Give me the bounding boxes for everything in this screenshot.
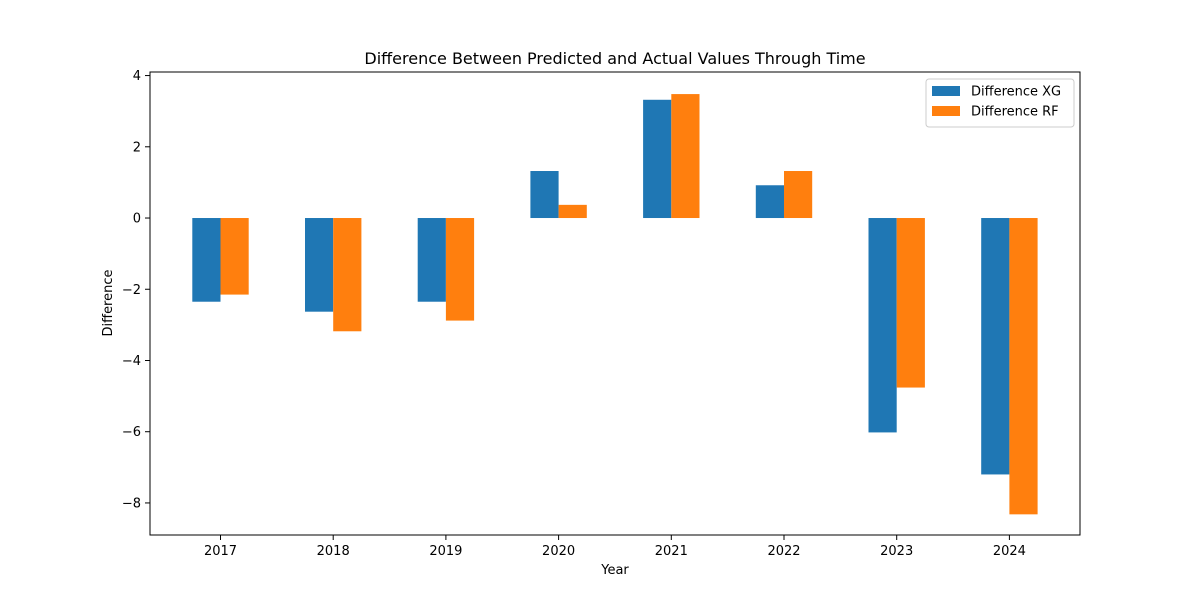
bar-rf-2022	[784, 171, 813, 219]
bar-xg-2022	[755, 185, 784, 219]
legend-label-rf: Difference RF	[971, 105, 1059, 120]
y-tick-label: 4	[133, 69, 141, 84]
x-axis-label: Year	[600, 563, 629, 578]
bar-xg-2017	[192, 218, 221, 302]
bar-xg-2019	[417, 218, 446, 302]
x-tick-label: 2022	[767, 544, 800, 559]
y-tick-label: 0	[133, 212, 141, 227]
bar-xg-2018	[305, 218, 334, 312]
bar-rf-2021	[671, 94, 700, 219]
bar-xg-2021	[643, 99, 672, 219]
bar-rf-2020	[558, 204, 587, 219]
legend-swatch-xg	[932, 86, 960, 96]
bar-rf-2023	[896, 218, 925, 388]
y-tick-label: 2	[133, 140, 141, 155]
x-tick-label: 2024	[993, 544, 1026, 559]
y-tick-label: −2	[122, 283, 141, 298]
bar-xg-2020	[530, 171, 559, 219]
bar-rf-2017	[220, 218, 249, 295]
y-tick-label: −4	[122, 354, 141, 369]
legend-swatch-rf	[932, 106, 960, 116]
bar-rf-2019	[445, 218, 475, 321]
x-tick-label: 2017	[204, 544, 237, 559]
legend-box	[925, 78, 1075, 128]
x-tick-label: 2020	[542, 544, 575, 559]
legend: Difference XG Difference RF	[925, 78, 1075, 128]
bar-rf-2024	[1009, 218, 1038, 515]
y-axis-label: Difference	[101, 269, 116, 336]
legend-label-xg: Difference XG	[971, 85, 1061, 100]
y-tick-label: −8	[122, 496, 141, 511]
chart-title: Difference Between Predicted and Actual …	[364, 49, 865, 68]
x-tick-label: 2018	[317, 544, 350, 559]
bar-xg-2024	[981, 218, 1010, 475]
bar-xg-2023	[868, 218, 897, 433]
x-tick-label: 2019	[429, 544, 462, 559]
plot-frame	[149, 71, 1081, 536]
bars-group	[192, 94, 1038, 515]
bar-rf-2018	[333, 218, 362, 332]
x-tick-label: 2021	[655, 544, 688, 559]
y-tick-label: −6	[122, 425, 141, 440]
ticks-group: 4 2 0 −2 −4 −6 −8 2017 2018 2019 2020 2021 2022 2023 2…	[122, 69, 1026, 559]
x-tick-label: 2023	[880, 544, 913, 559]
